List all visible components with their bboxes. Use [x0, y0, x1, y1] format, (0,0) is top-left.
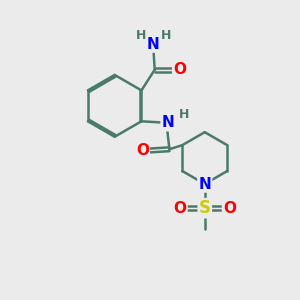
Text: H: H: [179, 108, 189, 121]
Text: S: S: [199, 199, 211, 217]
Text: H: H: [160, 29, 171, 42]
Text: O: O: [223, 201, 236, 216]
Text: O: O: [173, 62, 186, 77]
Text: N: N: [147, 37, 160, 52]
Text: O: O: [173, 201, 187, 216]
Text: N: N: [198, 176, 211, 191]
Text: N: N: [162, 115, 174, 130]
Text: H: H: [136, 29, 146, 42]
Text: O: O: [136, 143, 149, 158]
